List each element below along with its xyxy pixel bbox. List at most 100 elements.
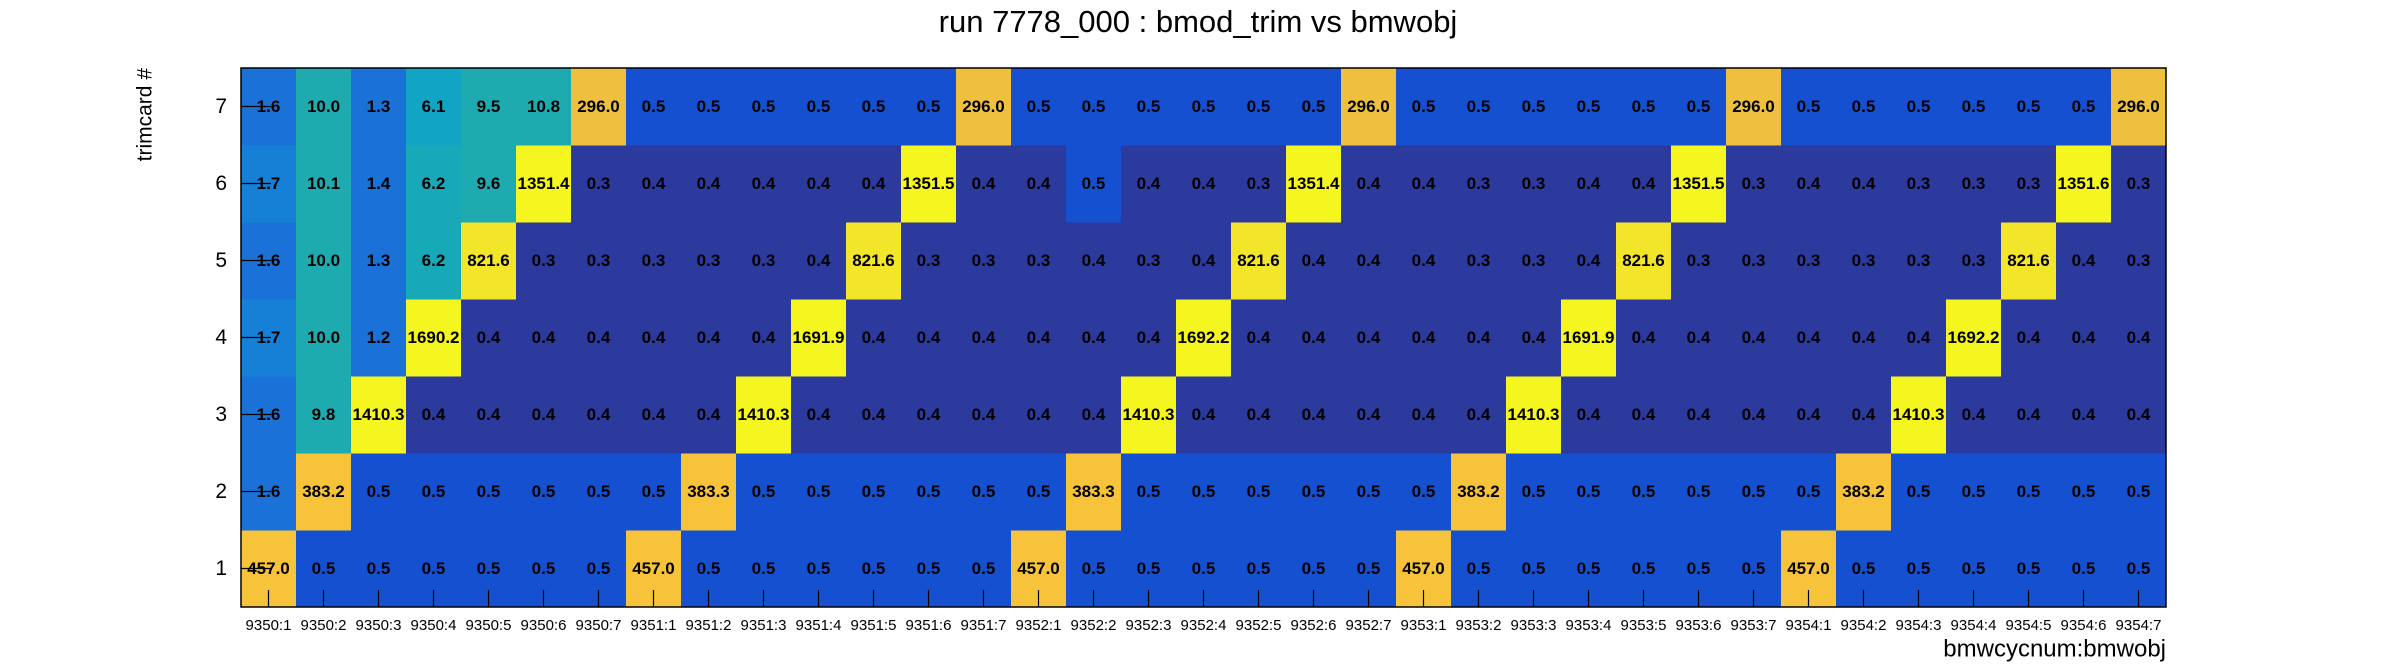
cell	[2056, 299, 2112, 377]
cell-label: 0.5	[1797, 482, 1821, 501]
cell-label: 0.4	[1357, 251, 1381, 270]
cell	[626, 376, 682, 454]
cell-label: 0.5	[752, 559, 776, 578]
cell-label: 0.5	[1302, 482, 1326, 501]
x-tick-label: 9350:7	[576, 617, 622, 634]
x-tick-label: 9353:6	[1676, 617, 1722, 634]
cell-label: 0.5	[1907, 97, 1931, 116]
x-axis-title: bmwcycnum:bmwobj	[1943, 635, 2166, 662]
cell-label: 0.4	[1412, 174, 1436, 193]
cell-label: 0.4	[752, 328, 776, 347]
cell	[461, 68, 517, 146]
cell-label: 457.0	[632, 559, 675, 578]
cell-label: 0.5	[1302, 559, 1326, 578]
x-tick-label: 9351:6	[906, 617, 952, 634]
cell-label: 821.6	[467, 251, 510, 270]
cell-label: 0.5	[1797, 97, 1821, 116]
cell	[2056, 453, 2112, 531]
x-tick-label: 9354:1	[1786, 617, 1832, 634]
cell-label: 0.4	[1027, 328, 1051, 347]
cell-label: 1691.9	[793, 328, 845, 347]
cell-label: 0.5	[1522, 482, 1546, 501]
x-tick-label: 9351:3	[741, 617, 787, 634]
cell-label: 0.4	[972, 405, 996, 424]
cell	[351, 376, 407, 454]
cell-label: 0.5	[1082, 174, 1106, 193]
x-tick-label: 9353:5	[1621, 617, 1667, 634]
x-tick-label: 9352:5	[1236, 617, 1282, 634]
cell-label: 0.3	[1247, 174, 1271, 193]
cell	[1231, 299, 1287, 377]
x-tick-label: 9352:2	[1071, 617, 1117, 634]
cell-label: 296.0	[577, 97, 620, 116]
x-tick-label: 9351:2	[686, 617, 732, 634]
cell-label: 0.5	[1852, 559, 1876, 578]
cell	[1836, 299, 1892, 377]
cell-label: 0.5	[807, 482, 831, 501]
x-tick-label: 9353:7	[1731, 617, 1777, 634]
cell-label: 0.4	[1852, 174, 1876, 193]
cell	[1451, 376, 1507, 454]
cell-label: 0.4	[2127, 405, 2151, 424]
cell-label: 0.4	[642, 328, 666, 347]
cell-label: 0.5	[862, 97, 886, 116]
cell	[1451, 222, 1507, 300]
x-tick-label: 9352:1	[1016, 617, 1062, 634]
cell-label: 0.3	[1907, 174, 1931, 193]
cell-label: 0.5	[422, 482, 446, 501]
cell-label: 0.4	[642, 174, 666, 193]
cell-label: 0.3	[1467, 251, 1491, 270]
cell-label: 0.3	[1852, 251, 1876, 270]
cell	[1616, 299, 1672, 377]
cell	[1616, 68, 1672, 146]
cell-label: 0.3	[1742, 174, 1766, 193]
cell	[1561, 68, 1617, 146]
cell	[1616, 222, 1672, 300]
cell	[1836, 145, 1892, 223]
cell	[1506, 376, 1562, 454]
cell	[571, 299, 627, 377]
cell-label: 0.5	[1577, 482, 1601, 501]
cell	[681, 68, 737, 146]
cell-label: 10.0	[307, 251, 340, 270]
cell-label: 1692.2	[1178, 328, 1230, 347]
cell-label: 383.2	[1457, 482, 1500, 501]
cell-label: 1410.3	[738, 405, 790, 424]
cell	[1946, 145, 2002, 223]
cell-label: 0.5	[807, 97, 831, 116]
cell-label: 0.5	[1412, 482, 1436, 501]
cell	[1561, 376, 1617, 454]
cell-label: 0.5	[862, 482, 886, 501]
cell-label: 0.5	[1412, 97, 1436, 116]
cell	[791, 299, 847, 377]
cell-label: 0.4	[1797, 405, 1821, 424]
cell	[516, 453, 572, 531]
cell-label: 0.5	[642, 482, 666, 501]
cell	[1781, 299, 1837, 377]
cell	[1781, 222, 1837, 300]
y-axis-title: trimcard #	[134, 68, 157, 162]
cell-label: 0.4	[972, 174, 996, 193]
cell	[1836, 453, 1892, 531]
cell	[2001, 376, 2057, 454]
x-tick-label: 9352:3	[1126, 617, 1172, 634]
cell-label: 821.6	[852, 251, 895, 270]
cell	[1946, 453, 2002, 531]
cell-label: 0.5	[1907, 559, 1931, 578]
cell	[1451, 68, 1507, 146]
cell	[626, 299, 682, 377]
cell	[1121, 376, 1177, 454]
cell-label: 1690.2	[408, 328, 460, 347]
cell	[901, 145, 957, 223]
cell	[681, 145, 737, 223]
cell-label: 10.8	[527, 97, 560, 116]
x-tick-label: 9351:5	[851, 617, 897, 634]
cell	[1781, 68, 1837, 146]
cell-label: 0.5	[1852, 97, 1876, 116]
cell-label: 0.4	[697, 328, 721, 347]
cell-label: 0.5	[1247, 97, 1271, 116]
cell	[1726, 222, 1782, 300]
cell	[1451, 145, 1507, 223]
cell-label: 0.4	[477, 328, 501, 347]
cell-label: 0.5	[862, 559, 886, 578]
